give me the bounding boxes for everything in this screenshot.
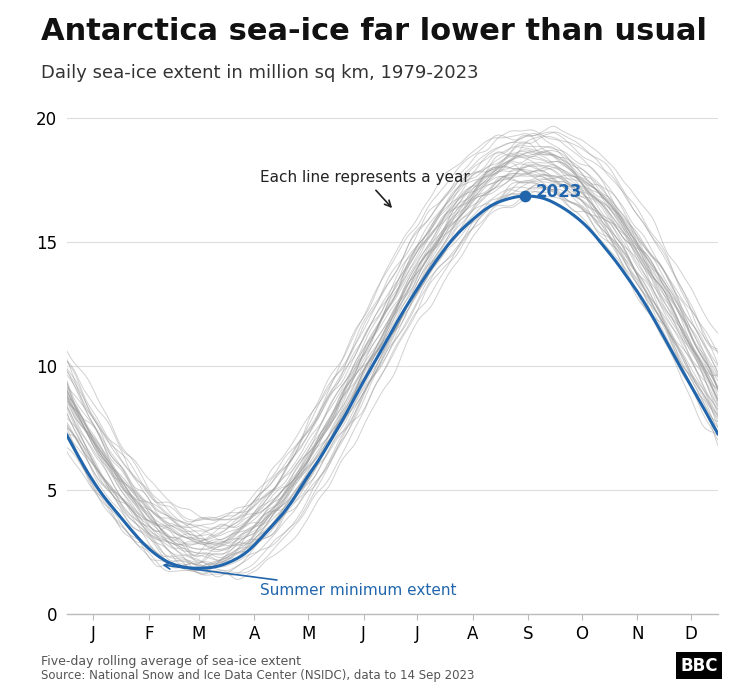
Text: Source: National Snow and Ice Data Center (NSIDC), data to 14 Sep 2023: Source: National Snow and Ice Data Cente… xyxy=(41,668,474,682)
Text: Five-day rolling average of sea-ice extent: Five-day rolling average of sea-ice exte… xyxy=(41,654,300,668)
Text: Summer minimum extent: Summer minimum extent xyxy=(164,563,457,598)
Point xyxy=(519,190,531,201)
Text: 2023: 2023 xyxy=(535,183,582,201)
Text: BBC: BBC xyxy=(681,657,718,675)
Text: Antarctica sea-ice far lower than usual: Antarctica sea-ice far lower than usual xyxy=(41,17,707,46)
Text: Daily sea-ice extent in million sq km, 1979-2023: Daily sea-ice extent in million sq km, 1… xyxy=(41,64,478,82)
Text: Each line represents a year: Each line represents a year xyxy=(260,171,470,207)
